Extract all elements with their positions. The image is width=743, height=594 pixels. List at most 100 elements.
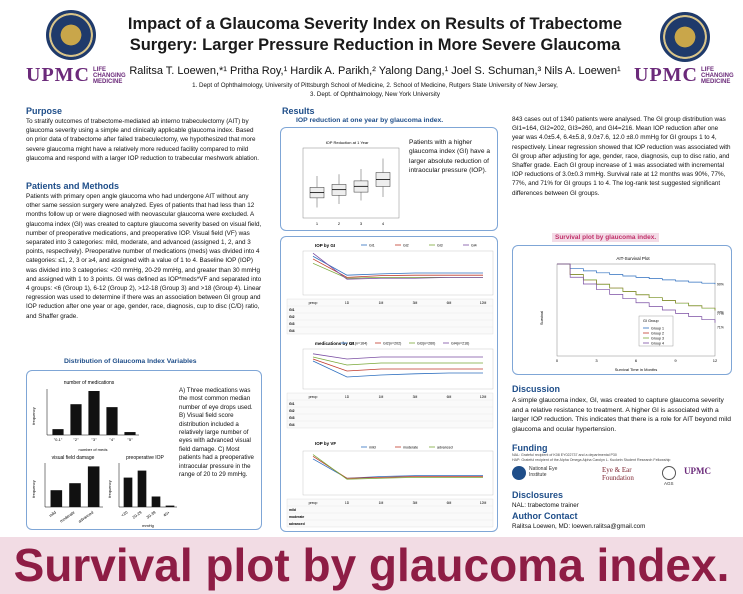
tick-label: <20 <box>120 509 129 517</box>
box-group-label: 2 <box>338 221 341 226</box>
tick-label: 40+ <box>162 509 171 517</box>
legend-label: GI1(n=164) <box>349 342 367 346</box>
table-header: preop <box>309 501 318 505</box>
legend-label: Gi2 <box>403 244 409 248</box>
gi-chart-frame <box>302 250 494 296</box>
vf-y-label: frequency <box>31 480 36 498</box>
results-text: 843 cases out of 1340 patients were anal… <box>512 116 731 197</box>
boxplot-frame <box>302 147 400 219</box>
bar <box>151 496 161 507</box>
distribution-charts: number of medications frequency "0-1" "2"… <box>31 380 177 528</box>
boxplot-title: IOP Reduction at 1 Year <box>326 140 370 145</box>
vf-line-chart-frame <box>302 450 494 496</box>
table-row-label: mild <box>289 508 296 512</box>
nei-logo-text: National Eye Institute <box>529 466 558 478</box>
purpose-text: To stratify outcomes of trabectome-media… <box>26 118 259 162</box>
table-header: 1D <box>345 501 350 505</box>
author-list: Ralitsa T. Loewen,*¹ Pritha Roy,¹ Hardik… <box>129 65 621 77</box>
table-row-label: moderate <box>289 515 304 519</box>
table-header: 1M <box>379 501 384 505</box>
bar <box>123 477 133 507</box>
legend-label: GI2(n=202) <box>383 342 401 346</box>
distribution-panel: number of medications frequency "0-1" "2"… <box>26 370 262 530</box>
bar <box>70 404 82 435</box>
bar <box>52 429 64 435</box>
table-header: 12M <box>480 501 487 505</box>
gi-chart-title: IOP by GI <box>315 243 335 248</box>
tick-label: "3" <box>91 437 97 442</box>
survival-x-tick: 6 <box>635 358 638 363</box>
table-header: 3M <box>413 395 418 399</box>
nei-eye-icon <box>512 466 526 480</box>
methods-heading: Patients and Methods <box>26 181 120 191</box>
table-header: 1D <box>345 395 350 399</box>
upmc-logo: UPMC LIFE CHANGING MEDICINE <box>26 64 126 86</box>
series-line <box>312 458 483 479</box>
table-row-label: Gi4 <box>289 423 295 427</box>
table-header: 12M <box>480 395 487 399</box>
series-line <box>312 356 483 366</box>
disclosures-text: NAL: trabectome trainer <box>512 502 579 509</box>
legend-label: GI3(n=260) <box>417 342 435 346</box>
disclosures-heading: Disclosures <box>512 490 564 500</box>
survival-end-label: 77% <box>717 311 724 315</box>
survival-y-label: Survival <box>539 311 544 325</box>
series-line <box>312 360 483 378</box>
discussion-heading: Discussion <box>512 384 561 394</box>
poster-title: Impact of a Glaucoma Severity Index on R… <box>127 15 623 54</box>
survival-curve <box>557 263 716 323</box>
university-seal-icon <box>660 12 710 62</box>
series-line <box>312 353 483 360</box>
survival-chart: AIT-Survival Plot Survival 90%77%77%71% … <box>539 256 724 372</box>
table-row-label: Gi1 <box>289 402 295 406</box>
data-table <box>286 392 494 429</box>
table-header: 3M <box>413 501 418 505</box>
poster-header: UPMC LIFE CHANGING MEDICINE UPMC LIFE CHANGIN… <box>0 0 743 100</box>
table-header: 6M <box>447 501 452 505</box>
table-row-label: Gi4 <box>289 329 295 333</box>
survival-end-label: 71% <box>717 326 724 330</box>
purpose-heading: Purpose <box>26 106 63 116</box>
series-line <box>312 358 483 372</box>
table-row-label: Gi2 <box>289 315 295 319</box>
legend-label: Gi3 <box>437 244 443 248</box>
ags-logo-text: AGS <box>664 481 674 486</box>
survival-x-tick: 9 <box>674 358 677 363</box>
tick-label: moderate <box>59 509 76 523</box>
legend-label: Group 2 <box>651 331 664 335</box>
boxplot-chart: IOP Reduction at 1 Year 1 2 3 4 <box>302 140 400 226</box>
series-line <box>312 255 483 276</box>
legend-label: Group 4 <box>651 341 664 345</box>
bar <box>137 470 147 507</box>
iop-chart-title: preoperative IOP <box>126 455 164 461</box>
meds-chart-title: number of medications <box>64 380 115 386</box>
vf-chart-title: visual field damage <box>52 455 95 461</box>
funding-logos: National Eye Institute Eye & Ear Foundat… <box>512 464 732 488</box>
iop-x-label: mmHg <box>142 523 154 528</box>
table-row-label: Gi1 <box>289 308 295 312</box>
survival-x-label: Survival Time in Months <box>615 367 657 372</box>
table-header: 12M <box>480 301 487 305</box>
tick-label: "5" <box>127 437 133 442</box>
boxplot-note: Patients with a higher glaucoma index (G… <box>409 139 490 175</box>
funding-small-print: NAL: Grateful recipient of K08 EY022737 … <box>512 453 671 462</box>
table-header: 3M <box>413 301 418 305</box>
affiliations: 1. Dept of Ophthalmology, University of … <box>192 82 558 98</box>
legend-label: advanced <box>437 446 453 450</box>
legend-label: Group 1 <box>651 326 664 330</box>
methods-text: Patients with primary open angle glaucom… <box>26 193 262 320</box>
iop-y-label: frequency <box>107 480 112 498</box>
tick-label: "0-1" <box>54 437 63 442</box>
survival-curve <box>557 263 716 311</box>
discussion-text: A simple glaucoma index, GI, was created… <box>512 397 731 433</box>
series-line <box>312 258 483 278</box>
series-line <box>312 252 483 280</box>
university-seal-icon <box>46 10 96 60</box>
tick-label: mild <box>48 510 57 518</box>
legend-label: Group 3 <box>651 336 664 340</box>
legend-label: GI4(n=216) <box>451 342 469 346</box>
table-header: 1M <box>379 395 384 399</box>
tick-label: 20-29 <box>131 509 143 519</box>
box-group-label: 3 <box>360 221 363 226</box>
distribution-title: Distribution of Glaucoma Index Variables <box>64 358 197 365</box>
